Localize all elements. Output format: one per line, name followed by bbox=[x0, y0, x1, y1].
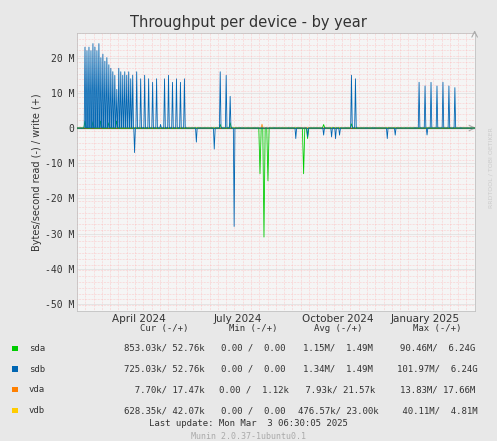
Text: 0.00 /  1.12k: 0.00 / 1.12k bbox=[219, 385, 288, 394]
Text: 476.57k/ 23.00k: 476.57k/ 23.00k bbox=[298, 406, 378, 415]
Text: sda: sda bbox=[29, 344, 45, 353]
Text: Min (-/+): Min (-/+) bbox=[229, 324, 278, 333]
Text: 725.03k/ 52.76k: 725.03k/ 52.76k bbox=[124, 365, 204, 374]
Text: Munin 2.0.37-1ubuntu0.1: Munin 2.0.37-1ubuntu0.1 bbox=[191, 432, 306, 441]
Text: 0.00 /  0.00: 0.00 / 0.00 bbox=[221, 406, 286, 415]
Y-axis label: Bytes/second read (-) / write (+): Bytes/second read (-) / write (+) bbox=[32, 93, 42, 251]
Text: 101.97M/  6.24G: 101.97M/ 6.24G bbox=[397, 365, 478, 374]
Text: Cur (-/+): Cur (-/+) bbox=[140, 324, 188, 333]
Text: vda: vda bbox=[29, 385, 45, 394]
Text: 1.15M/  1.49M: 1.15M/ 1.49M bbox=[303, 344, 373, 353]
Text: 7.70k/ 17.47k: 7.70k/ 17.47k bbox=[124, 385, 204, 394]
Text: 13.83M/ 17.66M: 13.83M/ 17.66M bbox=[400, 385, 475, 394]
Text: 628.35k/ 42.07k: 628.35k/ 42.07k bbox=[124, 406, 204, 415]
Text: Max (-/+): Max (-/+) bbox=[413, 324, 462, 333]
Text: 0.00 /  0.00: 0.00 / 0.00 bbox=[221, 365, 286, 374]
Text: 40.11M/  4.81M: 40.11M/ 4.81M bbox=[397, 406, 478, 415]
Text: Throughput per device - by year: Throughput per device - by year bbox=[130, 15, 367, 30]
Text: 1.34M/  1.49M: 1.34M/ 1.49M bbox=[303, 365, 373, 374]
Text: 0.00 /  0.00: 0.00 / 0.00 bbox=[221, 344, 286, 353]
Text: sdb: sdb bbox=[29, 365, 45, 374]
Text: vdb: vdb bbox=[29, 406, 45, 415]
Text: RRDTOOL / TOBI OETIKER: RRDTOOL / TOBI OETIKER bbox=[488, 127, 493, 208]
Text: 853.03k/ 52.76k: 853.03k/ 52.76k bbox=[124, 344, 204, 353]
Text: 90.46M/  6.24G: 90.46M/ 6.24G bbox=[400, 344, 475, 353]
Text: Last update: Mon Mar  3 06:30:05 2025: Last update: Mon Mar 3 06:30:05 2025 bbox=[149, 419, 348, 428]
Text: Avg (-/+): Avg (-/+) bbox=[314, 324, 362, 333]
Text: 7.93k/ 21.57k: 7.93k/ 21.57k bbox=[300, 385, 376, 394]
